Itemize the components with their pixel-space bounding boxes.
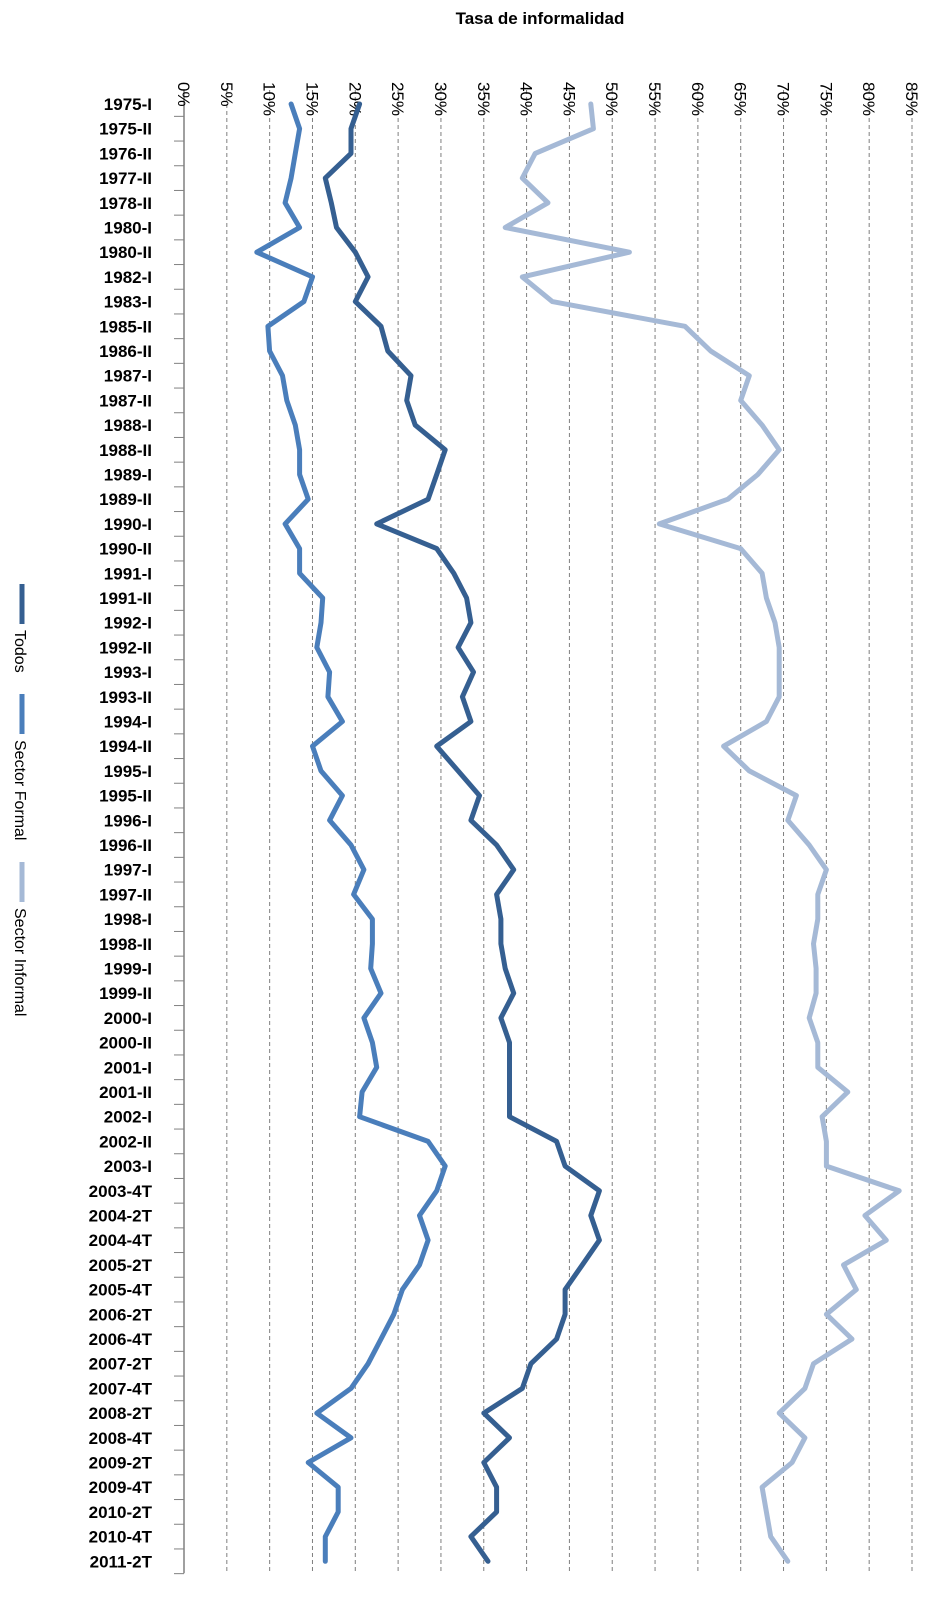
x-tick-label: 55% xyxy=(645,82,664,116)
legend-label: Sector Informal xyxy=(11,908,28,1016)
y-tick-label: 1998-I xyxy=(104,910,152,929)
x-tick-label: 15% xyxy=(302,82,321,116)
x-tick-label: 0% xyxy=(174,82,193,107)
x-tick-label: 25% xyxy=(388,82,407,116)
x-tick-label: 45% xyxy=(559,82,578,116)
y-tick-label: 1975-I xyxy=(104,95,152,114)
y-tick-label: 1993-II xyxy=(99,688,152,707)
gridlines xyxy=(226,90,913,1574)
y-tick-label: 2005-4T xyxy=(89,1281,153,1300)
x-tick-labels: 0% 5% 10% 15% 20% 25% 30% 35% 40% 45% 50% 55% 60% 65%… xyxy=(174,82,921,116)
legend-item-todos: Todos xyxy=(11,584,28,673)
y-tick-label: 1985-II xyxy=(99,317,152,336)
chart-title: Tasa de informalidad xyxy=(456,9,625,28)
y-tick-label: 1980-I xyxy=(104,219,152,238)
y-tick-label: 1997-II xyxy=(99,885,152,904)
y-tick-label: 2003-4T xyxy=(89,1182,153,1201)
y-tick-label: 2002-II xyxy=(99,1132,152,1151)
y-tick-label: 1975-II xyxy=(99,120,152,139)
y-tick-label: 2008-2T xyxy=(89,1404,153,1423)
legend-label: Todos xyxy=(11,630,28,673)
y-tick-label: 1997-I xyxy=(104,861,152,880)
y-tick-label: 1998-II xyxy=(99,935,152,954)
y-tick-label: 1978-II xyxy=(99,194,152,213)
y-tick-label: 2005-2T xyxy=(89,1256,153,1275)
y-tick-label: 1996-I xyxy=(104,811,152,830)
legend-label: Sector Formal xyxy=(11,740,28,840)
y-tick-label: 1991-II xyxy=(99,589,152,608)
y-tick-label: 1995-I xyxy=(104,762,152,781)
y-tick-label: 1993-I xyxy=(104,663,152,682)
y-tick-label: 1999-II xyxy=(99,984,152,1003)
y-tick-label: 2006-2T xyxy=(89,1305,153,1324)
y-tick-label: 2010-4T xyxy=(89,1528,153,1547)
y-tick-label: 1989-II xyxy=(99,490,152,509)
y-tick-label: 2004-4T xyxy=(89,1231,153,1250)
legend-item-sector-informal: Sector Informal xyxy=(11,862,28,1016)
y-tick-label: 1995-II xyxy=(99,787,152,806)
y-tick-label: 2002-I xyxy=(104,1108,152,1127)
y-tick-label: 1988-I xyxy=(104,416,152,435)
legend: Todos Sector Formal Sector Informal xyxy=(11,584,28,1016)
series-line-sector-formal xyxy=(254,101,448,1564)
y-tick-label: 2000-I xyxy=(104,1009,152,1028)
y-tick-label: 1977-II xyxy=(99,169,152,188)
series-line-sector-informal xyxy=(502,101,902,1564)
y-tick-label: 1990-I xyxy=(104,515,152,534)
x-tick-label: 70% xyxy=(774,82,793,116)
y-tick-label: 2000-II xyxy=(99,1034,152,1053)
y-tick-label: 2009-2T xyxy=(89,1454,153,1473)
y-tick-label: 1992-II xyxy=(99,638,152,657)
x-tick-label: 30% xyxy=(431,82,450,116)
y-tick-label: 2004-2T xyxy=(89,1207,153,1226)
y-tick-label: 1976-II xyxy=(99,144,152,163)
y-tick-label: 1994-II xyxy=(99,737,152,756)
y-tick-label: 1987-I xyxy=(104,367,152,386)
x-tick-label: 50% xyxy=(602,82,621,116)
y-tick-label: 2006-4T xyxy=(89,1330,153,1349)
y-tick-label: 1999-I xyxy=(104,960,152,979)
y-tick-label: 1992-I xyxy=(104,614,152,633)
x-tick-label: 65% xyxy=(731,82,750,116)
x-tick-label: 40% xyxy=(517,82,536,116)
x-tick-label: 80% xyxy=(859,82,878,116)
x-tick-label: 35% xyxy=(474,82,493,116)
legend-item-sector-formal: Sector Formal xyxy=(11,694,28,840)
x-tick-label: 5% xyxy=(217,82,236,107)
y-tick-label: 2001-II xyxy=(99,1083,152,1102)
series-line-todos xyxy=(322,101,602,1564)
y-tick-label: 2001-I xyxy=(104,1058,152,1077)
y-tick-label: 1996-II xyxy=(99,836,152,855)
series-todos xyxy=(322,101,602,1564)
y-tick-label: 2003-I xyxy=(104,1157,152,1176)
y-tick-label: 1994-I xyxy=(104,713,152,732)
y-tick-label: 2008-4T xyxy=(89,1429,153,1448)
y-tick-label: 1987-II xyxy=(99,391,152,410)
x-tick-label: 10% xyxy=(260,82,279,116)
y-tick-label: 1980-II xyxy=(99,243,152,262)
y-tick-labels: 1975-I 1975-II 1976-II 1977-II 1978-II 1980-I… xyxy=(89,95,153,1571)
y-tick-label: 2007-4T xyxy=(89,1379,153,1398)
y-tick-label: 2009-4T xyxy=(89,1478,153,1497)
axes xyxy=(174,90,185,1575)
x-tick-label: 85% xyxy=(902,82,921,116)
y-tick-label: 1988-II xyxy=(99,441,152,460)
y-tick-label: 2010-2T xyxy=(89,1503,153,1522)
y-tick-label: 1982-I xyxy=(104,268,152,287)
y-tick-label: 1986-II xyxy=(99,342,152,361)
x-tick-label: 75% xyxy=(816,82,835,116)
y-tick-label: 1991-I xyxy=(104,564,152,583)
y-tick-label: 1989-I xyxy=(104,466,152,485)
y-tick-label: 2007-2T xyxy=(89,1355,153,1374)
y-tick-label: 1983-I xyxy=(104,293,152,312)
series-sector-informal xyxy=(502,101,902,1564)
y-tick-label: 2011-2T xyxy=(90,1552,153,1571)
x-tick-label: 60% xyxy=(688,82,707,116)
series-lines xyxy=(254,101,902,1564)
y-tick-label: 1990-II xyxy=(99,540,152,559)
series-sector-formal xyxy=(254,101,448,1564)
